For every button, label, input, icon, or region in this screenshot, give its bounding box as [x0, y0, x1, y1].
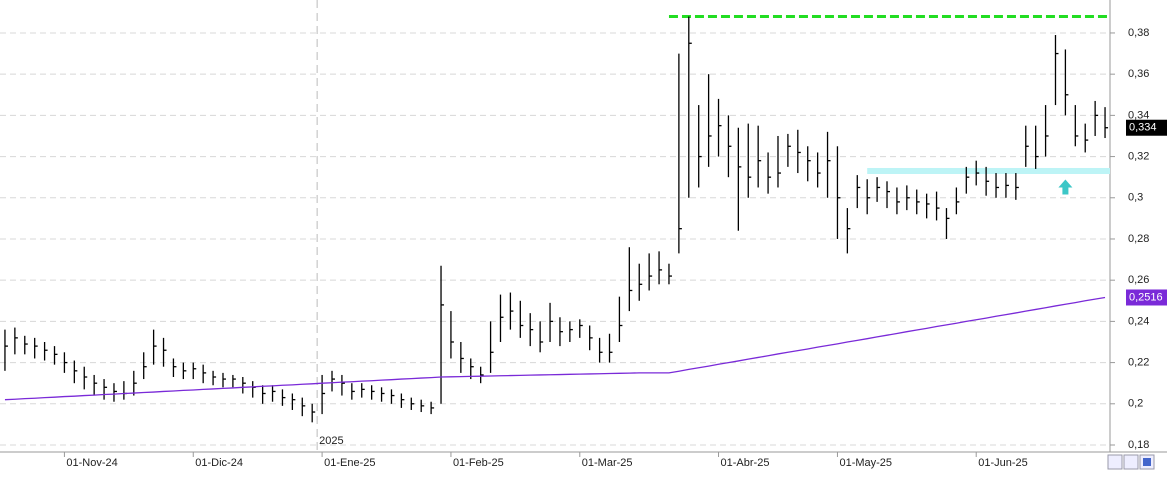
price-label: 0,334	[1129, 122, 1157, 134]
price-label-box	[1126, 119, 1167, 136]
y-tick-label: 0,24	[1128, 315, 1149, 327]
x-tick-label: 01-Jun-25	[978, 457, 1028, 469]
y-tick-label: 0,36	[1128, 68, 1149, 80]
x-tick-label: 01-Mar-25	[582, 457, 633, 469]
y-tick-label: 0,38	[1128, 27, 1149, 39]
y-tick-label: 0,3	[1128, 192, 1143, 204]
x-tick-label: 01-Feb-25	[453, 457, 504, 469]
scroll-button[interactable]	[1107, 454, 1123, 470]
x-tick-label: 01-Nov-24	[66, 457, 117, 469]
y-tick-label: 0,32	[1128, 150, 1149, 162]
y-tick-label: 0,18	[1128, 439, 1149, 451]
x-tick-label: 01-Abr-25	[721, 457, 770, 469]
moving-average	[4, 296, 1106, 401]
y-tick-label: 0,26	[1128, 274, 1149, 286]
year-label: 2025	[319, 435, 343, 447]
signal-arrow	[1058, 179, 1073, 195]
save-icon	[1143, 458, 1151, 466]
x-tick-label: 01-Ene-25	[324, 457, 375, 469]
y-tick-label: 0,28	[1128, 233, 1149, 245]
x-tick-label: 01-May-25	[839, 457, 892, 469]
x-tick-label: 01-Dic-24	[195, 457, 243, 469]
y-tick-label: 0,22	[1128, 356, 1149, 368]
y-tick-label: 0,34	[1128, 109, 1149, 121]
price-label: 0,2516	[1129, 291, 1163, 303]
price-label-box	[1126, 289, 1167, 306]
y-tick-label: 0,2	[1128, 398, 1143, 410]
support-zone	[867, 167, 1110, 174]
toolbar	[1107, 454, 1155, 470]
zoom-button[interactable]	[1123, 454, 1139, 470]
